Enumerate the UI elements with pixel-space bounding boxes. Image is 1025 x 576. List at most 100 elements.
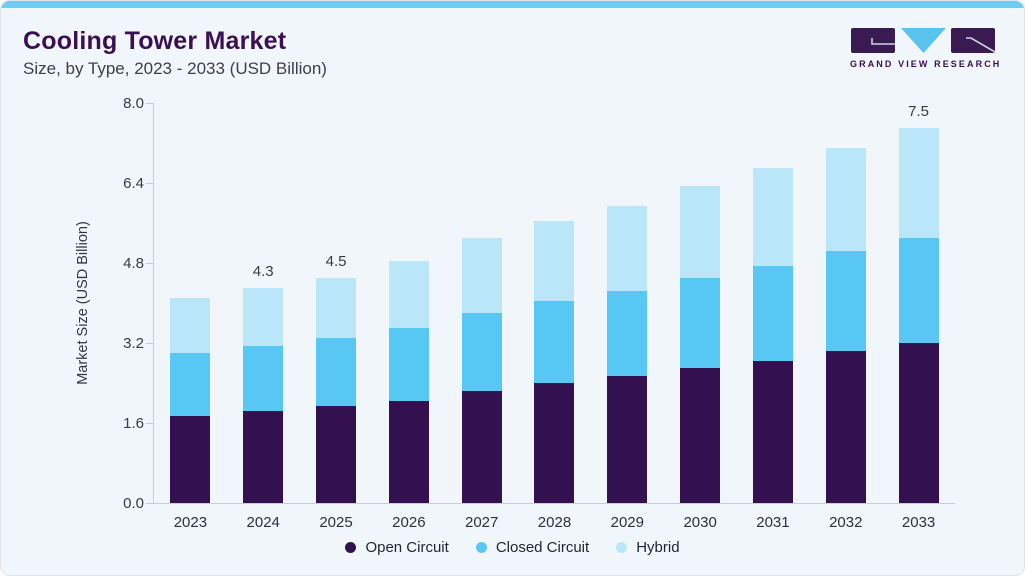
bar-segment-closed-circuit-2025 (316, 338, 357, 406)
x-axis-label-2033: 2033 (901, 514, 936, 531)
x-axis-label-2029: 2029 (610, 514, 644, 531)
legend-item-open-circuit: Open Circuit (345, 539, 449, 556)
stacked-bar-2025 (316, 278, 357, 503)
stacked-bar-2032 (825, 148, 866, 503)
x-axis-label-2031: 2031 (756, 514, 790, 531)
bar-segment-open-circuit-2025 (316, 405, 357, 503)
bar-segment-hybrid-2030 (680, 185, 721, 278)
bar-segment-hybrid-2024 (243, 288, 284, 346)
y-tick-label: 3.2 (123, 335, 144, 352)
chart-legend: Open Circuit Closed Circuit Hybrid (1, 539, 1024, 556)
bar-band-2029: 2029 (591, 103, 664, 531)
legend-item-hybrid: Hybrid (616, 539, 680, 556)
y-tick-mark (146, 263, 153, 264)
stacked-bar-2026 (388, 260, 429, 503)
bar-segment-open-circuit-2033 (898, 343, 939, 503)
bar-segment-hybrid-2029 (607, 205, 648, 291)
x-axis-label-2027: 2027 (464, 514, 499, 531)
bar-band-2025: 4.5 2025 (300, 103, 373, 531)
bar-segment-hybrid-2026 (388, 260, 429, 328)
bar-total-label-2025: 4.5 (325, 253, 347, 270)
bar-segment-hybrid-2027 (461, 238, 502, 313)
brand-name: GRAND VIEW RESEARCH (850, 59, 1002, 69)
y-tick-label: 8.0 (123, 95, 144, 112)
y-tick-mark (146, 423, 153, 424)
bar-segment-closed-circuit-2033 (898, 238, 939, 343)
x-axis-label-2032: 2032 (829, 514, 863, 531)
y-tick-mark (146, 503, 153, 504)
y-tick-label: 6.4 (123, 175, 144, 192)
y-tick-mark (146, 183, 153, 184)
stacked-bar-2033 (898, 128, 939, 503)
legend-marker-hybrid-icon (616, 542, 628, 553)
y-axis-title: Market Size (USD Billion) (75, 221, 91, 385)
bar-segment-closed-circuit-2032 (825, 250, 866, 351)
bar-segment-open-circuit-2029 (607, 375, 648, 503)
bar-segment-closed-circuit-2027 (461, 313, 502, 391)
bar-band-2024: 4.3 2024 (227, 103, 300, 531)
bar-band-2023: 2023 (154, 103, 227, 531)
bar-segment-hybrid-2025 (316, 278, 357, 338)
bar-segment-open-circuit-2026 (388, 400, 429, 503)
bar-segment-hybrid-2033 (898, 128, 939, 238)
bar-segment-hybrid-2032 (825, 148, 866, 251)
plot-area: 8.0 6.4 4.8 3.2 1.6 0.0 2023 4.3 2024 4.5 2025 2026… (123, 96, 955, 531)
stacked-bar-2027 (461, 238, 502, 503)
bar-segment-open-circuit-2027 (461, 390, 502, 503)
bar-segment-hybrid-2031 (752, 168, 793, 266)
y-tick-label: 4.8 (123, 255, 144, 272)
bar-total-label-2033: 7.5 (908, 103, 930, 120)
legend-marker-open-circuit-icon (345, 542, 357, 553)
x-axis-label-2028: 2028 (537, 514, 572, 531)
stacked-bar-2029 (607, 205, 648, 503)
bar-segment-hybrid-2028 (534, 220, 575, 301)
bar-band-2026: 2026 (372, 103, 445, 531)
gvr-logo-icon (851, 28, 996, 53)
x-axis-label-2024: 2024 (246, 514, 280, 531)
y-tick-mark (146, 343, 153, 344)
legend-label-open-circuit: Open Circuit (365, 539, 449, 556)
legend-marker-closed-circuit-icon (475, 542, 487, 553)
bar-segment-open-circuit-2030 (680, 368, 721, 503)
stacked-bar-2031 (752, 168, 793, 503)
page-title: Cooling Tower Market (23, 27, 287, 55)
bar-segment-open-circuit-2032 (825, 350, 866, 503)
x-axis-label-2025: 2025 (319, 514, 353, 531)
bar-segment-closed-circuit-2030 (680, 278, 721, 368)
bar-segment-open-circuit-2023 (170, 415, 211, 503)
x-axis-label-2026: 2026 (392, 514, 426, 531)
bar-segment-closed-circuit-2026 (388, 328, 429, 401)
page-subtitle: Size, by Type, 2023 - 2033 (USD Billion) (23, 59, 327, 78)
y-tick-label: 0.0 (123, 495, 144, 512)
bar-segment-hybrid-2023 (170, 298, 211, 353)
x-axis-label-2023: 2023 (173, 514, 208, 531)
bar-segment-open-circuit-2024 (243, 410, 284, 503)
y-tick-mark (146, 103, 153, 104)
bar-segment-open-circuit-2028 (534, 383, 575, 503)
bar-band-2031: 2031 (737, 103, 810, 531)
bar-band-2030: 2030 (664, 103, 737, 531)
y-tick-label: 1.6 (123, 415, 144, 432)
bar-band-2028: 2028 (518, 103, 591, 531)
bar-segment-open-circuit-2031 (752, 360, 793, 503)
bar-segment-closed-circuit-2028 (534, 300, 575, 383)
bar-band-2033: 7.5 2033 (882, 103, 955, 531)
bar-band-2027: 2027 (445, 103, 518, 531)
bar-band-2032: 2032 (809, 103, 882, 531)
legend-label-hybrid: Hybrid (636, 539, 680, 556)
stacked-bar-2030 (680, 185, 721, 503)
bar-segment-closed-circuit-2031 (752, 265, 793, 361)
legend-label-closed-circuit: Closed Circuit (495, 539, 590, 556)
bar-total-label-2024: 4.3 (252, 263, 274, 280)
brand-logo: GRAND VIEW RESEARCH (850, 28, 1002, 69)
stacked-bar-2024 (243, 288, 284, 503)
bar-segment-closed-circuit-2023 (170, 353, 211, 416)
stacked-bar-2028 (534, 220, 575, 503)
bar-segment-closed-circuit-2029 (607, 290, 648, 376)
bar-segment-closed-circuit-2024 (243, 345, 284, 411)
stacked-bar-2023 (170, 298, 211, 503)
legend-item-closed-circuit: Closed Circuit (475, 539, 590, 556)
x-axis-label-2030: 2030 (683, 514, 717, 531)
accent-bar (1, 1, 1024, 8)
